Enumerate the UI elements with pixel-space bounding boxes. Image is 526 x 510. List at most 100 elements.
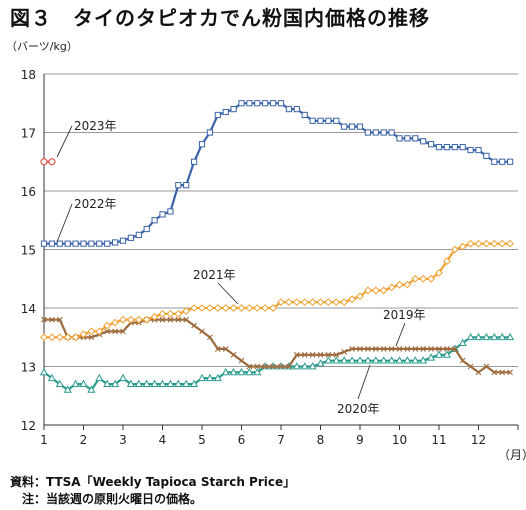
data-point (300, 362, 309, 370)
data-point (191, 322, 197, 329)
data-point (56, 240, 63, 247)
data-point (379, 356, 388, 364)
chart-notes: 資料：TTSA「Weekly Tapioca Starch Price」 注：当… (10, 474, 295, 508)
data-point (379, 286, 388, 295)
data-point (348, 295, 357, 304)
data-point (199, 328, 205, 335)
data-point (96, 240, 103, 247)
data-point (63, 385, 72, 393)
data-point (428, 346, 434, 352)
data-point (420, 346, 427, 352)
data-point (175, 182, 182, 189)
data-point (47, 373, 56, 382)
data-point (317, 351, 324, 358)
data-point (159, 316, 166, 323)
data-point (474, 332, 483, 341)
data-point (142, 379, 151, 387)
data-point (285, 106, 292, 113)
data-point (325, 117, 332, 124)
data-point (506, 239, 515, 248)
data-point (182, 379, 191, 387)
data-point (340, 356, 349, 364)
data-point (498, 332, 507, 341)
data-point (175, 316, 182, 323)
data-point (79, 379, 88, 387)
data-point (262, 363, 269, 370)
data-point (356, 123, 364, 130)
data-point (356, 292, 364, 301)
leader-line (56, 125, 73, 158)
x-tick-label: 6 (238, 433, 246, 447)
data-point (292, 298, 301, 307)
data-point (41, 316, 47, 323)
data-point (40, 158, 48, 166)
data-point (55, 333, 64, 342)
data-point (87, 327, 96, 336)
data-point (71, 333, 80, 342)
data-point (490, 332, 499, 341)
data-point (301, 111, 308, 119)
x-axis-unit: （月） (498, 448, 526, 462)
data-point (261, 304, 270, 312)
data-point (245, 304, 254, 312)
data-point (198, 304, 206, 312)
data-point (119, 237, 127, 244)
data-point (491, 369, 498, 376)
data-point (159, 211, 166, 218)
data-point (434, 350, 444, 358)
data-point (316, 298, 325, 307)
data-point (158, 379, 167, 387)
data-point (191, 158, 198, 165)
data-point (451, 346, 458, 352)
data-point (403, 356, 412, 364)
data-point (206, 129, 214, 136)
data-point (292, 362, 301, 370)
leader-line (395, 322, 406, 347)
data-point (253, 304, 262, 312)
data-point (174, 379, 183, 387)
data-point (404, 135, 411, 142)
data-point (316, 359, 325, 367)
data-point (475, 369, 482, 376)
data-point (349, 123, 356, 130)
x-tick-label: 10 (392, 433, 407, 447)
data-point (229, 304, 238, 312)
data-point (222, 108, 229, 116)
data-point (213, 373, 222, 382)
data-point (317, 117, 324, 124)
data-point (435, 144, 443, 151)
data-point (341, 123, 348, 130)
source-note: 資料：TTSA「Weekly Tapioca Starch Price」 (10, 475, 296, 489)
data-point (380, 129, 387, 136)
data-point (190, 379, 199, 387)
data-point (371, 286, 380, 295)
data-point (111, 379, 120, 387)
data-point (134, 315, 143, 324)
x-tick-label: 4 (159, 433, 167, 447)
data-point (419, 356, 428, 364)
y-tick-label: 13 (21, 361, 36, 375)
data-point (166, 309, 175, 318)
data-point (412, 135, 419, 142)
data-point (395, 356, 404, 364)
leader-line (357, 364, 371, 400)
series-annotation: 2021年 (193, 268, 236, 282)
x-tick-label: 12 (471, 433, 486, 447)
data-point (371, 356, 380, 364)
data-point (142, 315, 151, 324)
data-point (507, 369, 513, 376)
data-point (254, 100, 261, 107)
data-point (48, 240, 55, 247)
data-point (442, 350, 451, 358)
leader-line (217, 282, 239, 305)
data-point (158, 309, 167, 318)
data-point (221, 367, 230, 376)
data-point (467, 146, 474, 154)
data-point (183, 182, 190, 189)
data-point (301, 351, 308, 358)
x-tick-label: 7 (277, 433, 285, 447)
series-annotation: 2020年 (337, 402, 380, 416)
data-point (333, 351, 340, 358)
data-point (270, 363, 276, 370)
